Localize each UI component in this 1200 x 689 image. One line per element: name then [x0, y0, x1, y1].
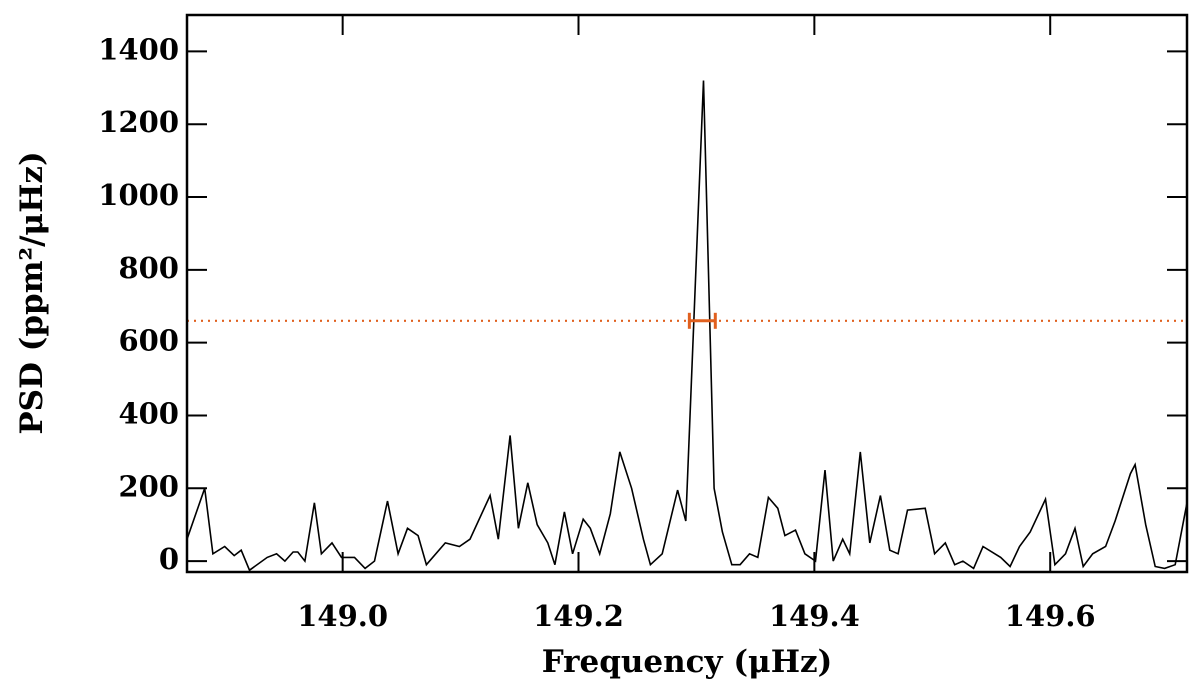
x-tick-label: 149.0 [297, 599, 388, 633]
y-tick-label: 600 [118, 324, 179, 358]
x-axis-label: Frequency (μHz) [542, 644, 833, 680]
x-tick-label: 149.2 [533, 599, 624, 633]
y-tick-label: 1400 [98, 32, 179, 66]
y-tick-label: 200 [118, 469, 179, 503]
psd-line [186, 80, 1188, 572]
y-tick-label: 800 [118, 251, 179, 285]
x-tick-label: 149.6 [1005, 599, 1096, 633]
error-bar [687, 312, 717, 329]
y-tick-label: 1200 [98, 105, 179, 139]
y-axis-label: PSD (ppm²/μHz) [14, 151, 50, 434]
plot-frame [185, 13, 1189, 574]
y-tick-label: 400 [118, 396, 179, 430]
y-tick-label: 0 [159, 542, 179, 576]
y-tick-label: 1000 [98, 178, 179, 212]
x-tick-label: 149.4 [769, 599, 860, 633]
